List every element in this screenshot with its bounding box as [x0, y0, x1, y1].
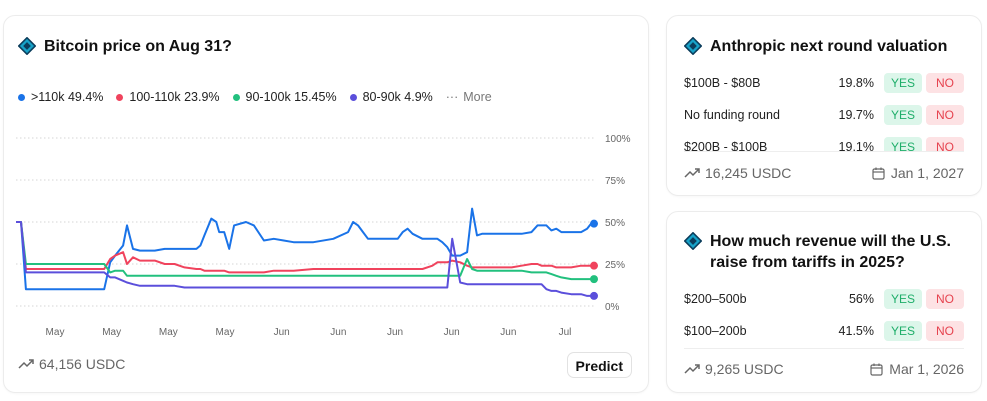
- yes-button[interactable]: YES: [884, 321, 922, 341]
- calendar-icon: [870, 363, 883, 376]
- ellipsis-icon: ···: [445, 90, 459, 104]
- market-title-row: Anthropic next round valuation: [684, 36, 947, 57]
- outcome-percent: 19.8%: [838, 76, 874, 90]
- outcome-row: No funding round 19.7% YES NO: [684, 99, 964, 131]
- market-title-row: Bitcoin price on Aug 31?: [18, 36, 232, 57]
- outcome-row: $200B - $100B 19.1% YES NO: [684, 131, 964, 151]
- outcome-list: $200–500b 56% YES NO $100–200b 41.5% YES…: [684, 283, 964, 347]
- more-button[interactable]: ··· More: [446, 90, 492, 104]
- outcome-percent: 19.1%: [838, 140, 874, 151]
- legend-item: 100-110k 23.9%: [116, 90, 220, 104]
- series-line: [16, 207, 594, 291]
- more-label: More: [463, 90, 492, 104]
- legend-dot: [232, 93, 240, 101]
- outcome-list: $100B - $80B 19.8% YES NO No funding rou…: [684, 67, 964, 151]
- x-tick-label: Jun: [330, 327, 346, 338]
- bitcoin-market-card[interactable]: Bitcoin price on Aug 31? >110k 49.4% 100…: [3, 15, 649, 393]
- diamond-icon: [18, 37, 36, 55]
- divider: [684, 151, 964, 152]
- market-title-row: How much revenue will the U.S. raise fro…: [684, 231, 964, 273]
- x-tick-label: May: [159, 327, 178, 338]
- volume-info: 64,156 USDC: [18, 356, 125, 372]
- outcome-label: $100B - $80B: [684, 76, 761, 90]
- outcome-row: $100–200b 41.5% YES NO: [684, 315, 964, 347]
- volume-info: 9,265 USDC: [684, 361, 784, 377]
- trending-up-icon: [684, 168, 700, 178]
- legend-item: >110k 49.4%: [18, 90, 103, 104]
- tariff-market-card[interactable]: How much revenue will the U.S. raise fro…: [666, 211, 982, 393]
- market-title[interactable]: How much revenue will the U.S. raise fro…: [710, 233, 951, 271]
- outcome-label: $100–200b: [684, 324, 747, 338]
- legend-item: 80-90k 4.9%: [349, 90, 433, 104]
- yes-button[interactable]: YES: [884, 289, 922, 309]
- x-tick-label: May: [102, 327, 121, 338]
- volume-text: 16,245 USDC: [705, 165, 792, 181]
- series-end-point: [590, 261, 598, 270]
- date-text: Jan 1, 2027: [890, 165, 964, 181]
- legend-label: 100-110k 23.9%: [129, 90, 220, 104]
- market-title[interactable]: Bitcoin price on Aug 31?: [44, 38, 232, 55]
- legend-dot: [18, 93, 25, 101]
- legend-dot: [116, 93, 124, 101]
- y-tick-label: 75%: [605, 176, 625, 187]
- end-date: Mar 1, 2026: [870, 361, 964, 377]
- series-end-point: [590, 275, 598, 284]
- legend-item: 90-100k 15.45%: [232, 90, 337, 104]
- yes-button[interactable]: YES: [884, 73, 922, 93]
- legend-dot: [349, 93, 357, 101]
- outcome-percent: 41.5%: [838, 324, 874, 338]
- series-line: [16, 221, 594, 281]
- calendar-icon: [872, 167, 885, 180]
- diamond-icon: [684, 37, 702, 55]
- x-tick-label: Jun: [387, 327, 403, 338]
- market-title[interactable]: Anthropic next round valuation: [710, 38, 948, 55]
- yes-button[interactable]: YES: [884, 105, 922, 125]
- anthropic-market-card[interactable]: Anthropic next round valuation $100B - $…: [666, 15, 982, 196]
- x-tick-label: Jun: [444, 327, 460, 338]
- x-tick-label: May: [46, 327, 65, 338]
- x-tick-label: May: [216, 327, 235, 338]
- outcome-row: $200–500b 56% YES NO: [684, 283, 964, 315]
- predict-button[interactable]: Predict: [566, 352, 632, 378]
- x-tick-label: Jun: [274, 327, 290, 338]
- date-text: Mar 1, 2026: [889, 361, 964, 377]
- trending-up-icon: [684, 364, 700, 374]
- outcome-percent: 19.7%: [838, 108, 874, 122]
- no-button[interactable]: NO: [926, 321, 964, 341]
- y-tick-label: 25%: [605, 260, 625, 271]
- legend-label: >110k 49.4%: [31, 90, 104, 104]
- y-tick-label: 100%: [605, 134, 631, 145]
- y-tick-label: 50%: [605, 218, 625, 229]
- x-tick-label: Jul: [559, 327, 572, 338]
- no-button[interactable]: NO: [926, 137, 964, 151]
- outcome-row: $100B - $80B 19.8% YES NO: [684, 67, 964, 99]
- series-line: [16, 221, 594, 274]
- end-date: Jan 1, 2027: [872, 165, 964, 181]
- legend-label: 80-90k 4.9%: [362, 90, 433, 104]
- volume-text: 64,156 USDC: [39, 356, 126, 372]
- outcome-label: $200B - $100B: [684, 140, 768, 151]
- series-end-point: [590, 291, 598, 300]
- chart-legend: >110k 49.4% 100-110k 23.9% 90-100k 15.45…: [18, 90, 492, 104]
- volume-info: 16,245 USDC: [684, 165, 791, 181]
- price-chart: 100% 75% 50% 25% 0% May May May May Jun Jun Jun Jun J…: [16, 134, 631, 338]
- outcome-percent: 56%: [848, 292, 874, 306]
- x-tick-label: Jun: [500, 327, 516, 338]
- volume-text: 9,265 USDC: [705, 361, 784, 377]
- diamond-icon: [684, 232, 702, 250]
- series-line: [16, 221, 594, 297]
- legend-label: 90-100k 15.45%: [245, 90, 337, 104]
- no-button[interactable]: NO: [926, 289, 964, 309]
- y-tick-label: 0%: [605, 302, 620, 313]
- outcome-label: No funding round: [684, 108, 780, 122]
- no-button[interactable]: NO: [926, 73, 964, 93]
- divider: [684, 348, 964, 349]
- trending-up-icon: [18, 359, 34, 369]
- no-button[interactable]: NO: [926, 105, 964, 125]
- series-end-point: [590, 219, 598, 228]
- outcome-label: $200–500b: [684, 292, 747, 306]
- yes-button[interactable]: YES: [884, 137, 922, 151]
